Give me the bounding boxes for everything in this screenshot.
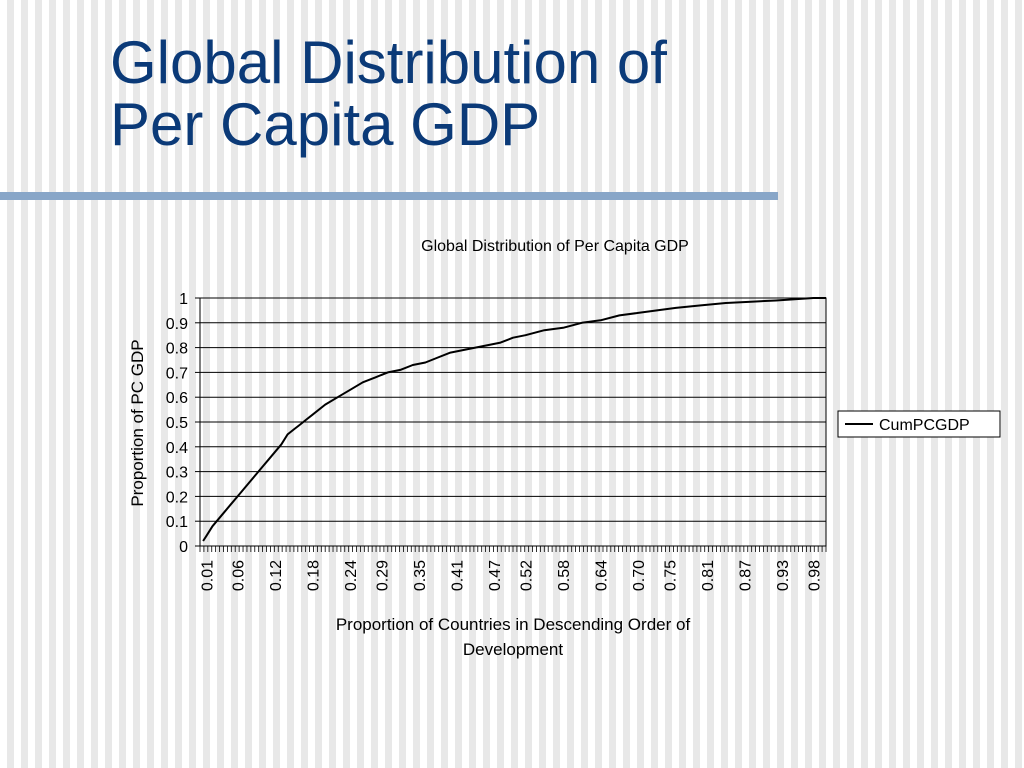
x-tick-label: 0.18 xyxy=(306,560,323,591)
x-tick-label: 0.47 xyxy=(487,560,504,591)
x-tick-label: 0.01 xyxy=(199,560,216,591)
x-tick-label: 0.87 xyxy=(738,560,755,591)
x-tick-label: 0.12 xyxy=(268,560,285,591)
x-tick-label: 0.64 xyxy=(594,560,611,591)
y-axis: 0 0.1 0.2 0.3 0.4 0.5 0.6 0.7 0.8 0.9 1 xyxy=(166,291,200,556)
x-tick-label: 0.58 xyxy=(556,560,573,591)
slide-title-line-1: Global Distribution of xyxy=(110,29,667,96)
legend-series-label: CumPCGDP xyxy=(879,417,970,434)
y-tick-label: 0.7 xyxy=(166,365,188,382)
y-tick-label: 0 xyxy=(179,539,188,556)
x-tick-label: 0.41 xyxy=(450,560,467,591)
y-tick-label: 0.2 xyxy=(166,489,188,506)
x-tick-label: 0.52 xyxy=(519,560,536,591)
title-divider xyxy=(0,192,778,200)
x-axis-label-line-1: Proportion of Countries in Descending Or… xyxy=(336,615,691,634)
x-tick-label: 0.93 xyxy=(775,560,792,591)
x-axis: 0.01 0.06 0.12 0.18 0.24 0.29 0.35 0.41 0.47 0.52… xyxy=(199,546,827,591)
x-axis-label-line-2: Development xyxy=(463,640,563,659)
chart-title: Global Distribution of Per Capita GDP xyxy=(421,238,689,255)
legend: CumPCGDP xyxy=(837,410,1001,438)
x-tick-label: 0.06 xyxy=(231,560,248,591)
y-tick-label: 0.6 xyxy=(166,390,188,407)
y-axis-label: Proportion of PC GDP xyxy=(128,339,147,506)
series-layer xyxy=(202,297,826,542)
y-tick-label: 0.5 xyxy=(166,415,188,432)
y-tick-label: 1 xyxy=(179,291,188,308)
x-tick-label: 0.29 xyxy=(375,560,392,591)
y-tick-label: 0.9 xyxy=(166,316,188,333)
x-tick-label: 0.75 xyxy=(663,560,680,591)
y-tick-label: 0.4 xyxy=(166,440,188,457)
x-tick-label: 0.24 xyxy=(343,560,360,591)
x-tick-label: 0.98 xyxy=(806,560,823,591)
y-tick-label: 0.3 xyxy=(166,465,188,482)
gridlines xyxy=(200,297,826,547)
x-tick-label: 0.81 xyxy=(700,560,717,591)
slide-title: Global Distribution of Per Capita GDP xyxy=(110,32,910,156)
x-tick-label: 0.35 xyxy=(412,560,429,591)
y-tick-label: 0.8 xyxy=(166,341,188,358)
y-tick-label: 0.1 xyxy=(166,514,188,531)
slide-title-line-2: Per Capita GDP xyxy=(110,91,541,158)
x-tick-label: 0.70 xyxy=(631,560,648,591)
series-line-cumpcgdp xyxy=(202,297,826,542)
